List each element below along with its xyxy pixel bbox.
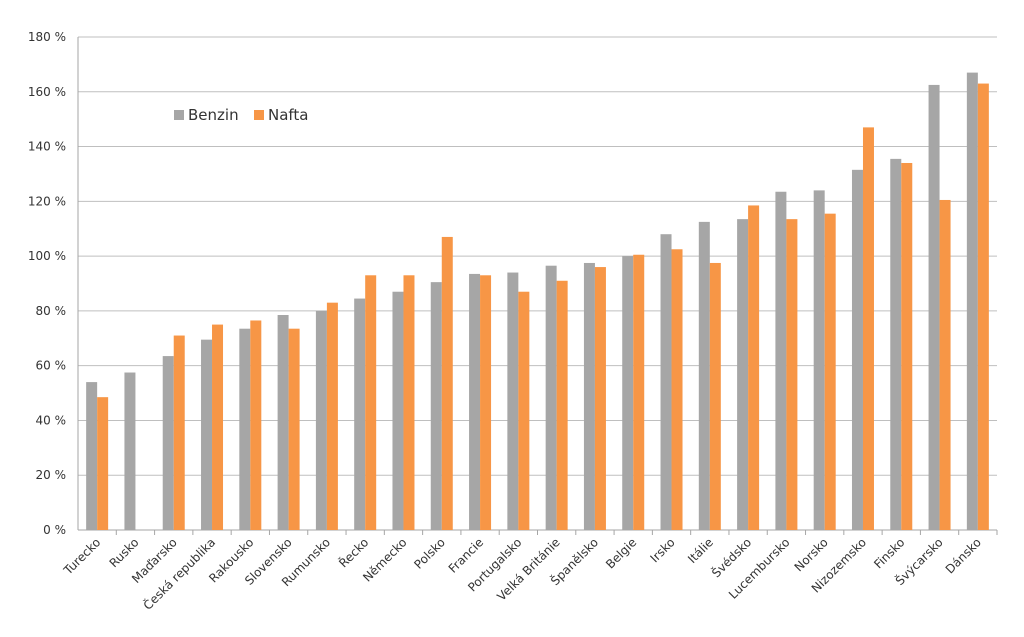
y-axis-labels: 0 % 20 % 40 % 60 % 80 % 100 % 120 % 140 % 160 % 1… (28, 30, 66, 537)
bar-benzin-23 (966, 72, 978, 530)
bar-nafta-17 (748, 205, 760, 531)
y-tick-label: 20 % (36, 468, 67, 482)
bar-nafta-6 (326, 302, 338, 530)
legend-swatch-benzin (174, 110, 184, 120)
bar-benzin-0 (86, 382, 98, 530)
bar-benzin-5 (277, 314, 289, 530)
bar-nafta-10 (480, 275, 492, 530)
bar-nafta-15 (671, 249, 683, 530)
x-tick-label: Turecko (60, 535, 103, 578)
bar-nafta-21 (901, 162, 913, 530)
y-tick-label: 80 % (36, 304, 67, 318)
bar-nafta-4 (250, 320, 262, 530)
bar-benzin-21 (890, 158, 902, 530)
x-tick-label: Itálie (685, 535, 716, 566)
bar-nafta-7 (365, 275, 377, 530)
x-tick-label: Finsko (871, 535, 907, 571)
bar-benzin-10 (469, 273, 481, 530)
bar-nafta-23 (977, 83, 989, 531)
legend-label-benzin: Benzin (188, 106, 239, 124)
bar-benzin-20 (851, 169, 863, 530)
bar-nafta-11 (518, 291, 530, 530)
bar-benzin-9 (430, 282, 442, 530)
bars (86, 72, 989, 531)
bar-benzin-8 (392, 291, 404, 530)
legend: Benzin Nafta (174, 106, 309, 124)
y-tick-label: 120 % (28, 194, 66, 208)
x-tick-label: Irsko (648, 535, 678, 565)
bar-benzin-12 (545, 265, 557, 530)
x-tick-label: Belgie (603, 535, 639, 571)
bar-nafta-0 (97, 397, 109, 530)
bar-nafta-16 (709, 262, 721, 530)
bar-benzin-19 (813, 190, 825, 530)
bar-benzin-3 (201, 339, 213, 530)
y-tick-label: 100 % (28, 249, 66, 263)
y-tick-label: 140 % (28, 140, 66, 154)
y-tick-label: 180 % (28, 30, 66, 44)
bar-nafta-8 (403, 275, 415, 530)
bar-benzin-11 (507, 272, 519, 530)
gridlines (78, 36, 997, 531)
bar-benzin-16 (698, 221, 710, 530)
bar-benzin-13 (583, 262, 595, 530)
y-tick-label: 160 % (28, 85, 66, 99)
x-tick-label: Řecko (335, 535, 371, 571)
bar-benzin-1 (124, 372, 136, 530)
bar-nafta-9 (441, 236, 453, 530)
bar-benzin-2 (162, 356, 174, 530)
bar-nafta-22 (939, 199, 951, 531)
y-tick-label: 60 % (36, 359, 67, 373)
bar-nafta-3 (212, 324, 224, 530)
bar-nafta-2 (173, 335, 185, 530)
bar-benzin-22 (928, 84, 940, 531)
x-tick-label: Polsko (411, 535, 447, 571)
legend-label-nafta: Nafta (268, 106, 309, 124)
x-tick-label: Dánsko (943, 535, 984, 576)
bar-nafta-18 (786, 219, 798, 530)
bar-benzin-18 (775, 191, 787, 530)
legend-swatch-nafta (254, 110, 264, 120)
bar-nafta-19 (824, 213, 836, 531)
bar-nafta-14 (633, 254, 645, 530)
bar-benzin-6 (315, 310, 327, 530)
bar-benzin-15 (660, 234, 672, 530)
y-tick-label: 40 % (36, 413, 67, 427)
bar-nafta-12 (556, 280, 568, 530)
x-tick-label: Rusko (107, 535, 142, 570)
y-tick-label: 0 % (43, 523, 66, 537)
bar-benzin-17 (737, 219, 749, 530)
bar-nafta-13 (594, 267, 606, 530)
bar-nafta-20 (862, 127, 874, 530)
bar-benzin-4 (239, 328, 251, 530)
bar-benzin-14 (622, 256, 634, 530)
bar-nafta-5 (288, 328, 300, 530)
x-tick-label: Česká republika (140, 535, 218, 613)
bar-benzin-7 (354, 298, 366, 530)
